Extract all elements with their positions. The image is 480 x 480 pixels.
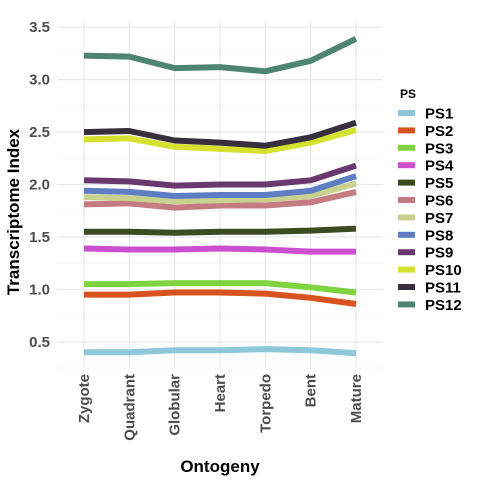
x-tick-label: Mature bbox=[348, 374, 365, 423]
legend-label: PS5 bbox=[425, 175, 453, 192]
legend-swatch-ps12 bbox=[398, 301, 415, 308]
legend-swatch-ps6 bbox=[398, 197, 415, 203]
y-axis-title: Transcriptome Index bbox=[4, 128, 23, 295]
y-tick-label: 3.0 bbox=[29, 72, 50, 89]
legend-label: PS3 bbox=[425, 140, 453, 157]
x-tick-label: Quadrant bbox=[121, 374, 138, 441]
legend-title: PS bbox=[400, 87, 416, 101]
y-tick-label: 2.5 bbox=[29, 124, 50, 141]
legend-swatch-ps3 bbox=[398, 144, 415, 151]
legend-label: PS7 bbox=[425, 210, 453, 227]
legend-label: PS8 bbox=[425, 227, 453, 244]
legend-swatch-ps8 bbox=[398, 231, 415, 238]
x-tick-label: Globular bbox=[167, 374, 184, 436]
legend-label: PS6 bbox=[425, 193, 453, 210]
y-tick-label: 1.0 bbox=[29, 281, 50, 298]
x-tick-label: Heart bbox=[212, 374, 229, 412]
series-line-ps12 bbox=[83, 36, 358, 75]
y-axis-ticks: 0.5 1.0 1.5 2.0 2.5 3.0 3.5 bbox=[29, 19, 50, 351]
legend-swatch-ps7 bbox=[398, 214, 415, 221]
legend-label: PS12 bbox=[425, 297, 462, 314]
series-line-ps1 bbox=[84, 346, 357, 357]
series-line-ps2 bbox=[84, 289, 357, 307]
legend-swatch-ps10 bbox=[398, 266, 415, 273]
y-tick-label: 0.5 bbox=[29, 334, 50, 351]
series-line-ps4 bbox=[83, 245, 356, 255]
series-line-ps9 bbox=[83, 162, 357, 189]
x-axis-title: Ontogeny bbox=[180, 457, 260, 476]
series-line-ps10 bbox=[83, 127, 357, 154]
series-lines bbox=[83, 36, 358, 357]
y-tick-label: 3.5 bbox=[29, 19, 50, 36]
series-line-ps11 bbox=[83, 119, 357, 149]
legend-label: PS4 bbox=[425, 158, 454, 175]
legend-swatch-ps9 bbox=[398, 249, 415, 256]
legend-swatch-ps11 bbox=[398, 284, 415, 290]
x-tick-label: Bent bbox=[303, 374, 320, 407]
x-tick-label: Torpedo bbox=[257, 374, 274, 433]
legend-label: PS11 bbox=[425, 280, 461, 297]
series-line-ps8 bbox=[83, 173, 357, 199]
y-tick-label: 1.5 bbox=[29, 229, 50, 246]
legend-label: PS2 bbox=[425, 123, 453, 140]
legend-swatch-ps4 bbox=[398, 162, 415, 169]
legend-swatch-ps2 bbox=[398, 127, 415, 134]
y-tick-label: 2.0 bbox=[29, 177, 50, 194]
series-line-ps3 bbox=[84, 280, 357, 296]
legend-label: PS9 bbox=[425, 245, 453, 262]
series-line-ps6 bbox=[83, 188, 357, 211]
x-tick-label: Zygote bbox=[76, 374, 93, 423]
legend-label: PS1 bbox=[425, 106, 453, 123]
series-line-ps5 bbox=[84, 225, 357, 236]
legend-swatch-ps1 bbox=[398, 110, 415, 116]
legend: PS PS1PS2PS3PS4PS5PS6PS7PS8PS9PS10PS11PS… bbox=[398, 87, 462, 314]
legend-label: PS10 bbox=[425, 262, 462, 279]
legend-swatch-ps5 bbox=[398, 179, 415, 186]
series-line-ps7 bbox=[83, 180, 357, 205]
x-axis-ticks: Zygote Quadrant Globular Heart Torpedo Bent Ma… bbox=[76, 374, 365, 441]
